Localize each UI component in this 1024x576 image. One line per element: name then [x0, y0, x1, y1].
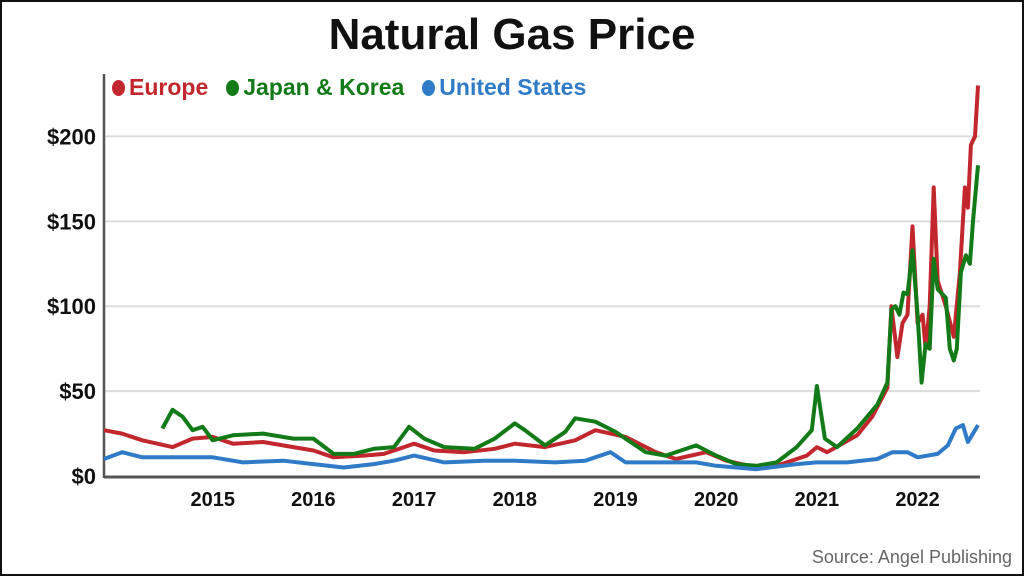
legend-item-japan-korea: Japan & Korea [226, 74, 404, 101]
legend-item-europe: Europe [112, 74, 208, 101]
x-tick-label: 2020 [694, 489, 739, 511]
legend-label: United States [439, 74, 587, 100]
x-tick-label: 2016 [291, 489, 336, 511]
y-tick-label: $50 [59, 379, 96, 404]
x-tick-label: 2015 [190, 489, 235, 511]
y-tick-label: $100 [47, 294, 96, 319]
source-note: Source: Angel Publishing [811, 547, 1012, 567]
y-tick-label: $0 [72, 464, 96, 489]
chart-title: Natural Gas Price [328, 10, 696, 59]
series-line-united-states [103, 423, 980, 472]
x-tick-label: 2017 [392, 489, 437, 511]
legend-dot-icon [112, 79, 125, 96]
legend-dot-icon [226, 79, 240, 96]
x-tick-label: 2021 [795, 489, 840, 511]
legend-item-united-states: United States [422, 74, 586, 101]
legend-dot-icon [422, 79, 436, 96]
x-tick-label: 2018 [493, 489, 538, 511]
y-tick-label: $200 [47, 124, 96, 149]
series-line-japan-korea [160, 165, 980, 468]
y-tick-label: $150 [47, 209, 96, 234]
legend: Europe Japan & Korea United States [112, 74, 586, 101]
x-tick-label: 2019 [593, 489, 638, 511]
x-tick-label: 2022 [895, 489, 940, 511]
series-line-europe [103, 85, 980, 470]
legend-label: Europe [129, 74, 209, 100]
legend-label: Japan & Korea [243, 74, 405, 100]
